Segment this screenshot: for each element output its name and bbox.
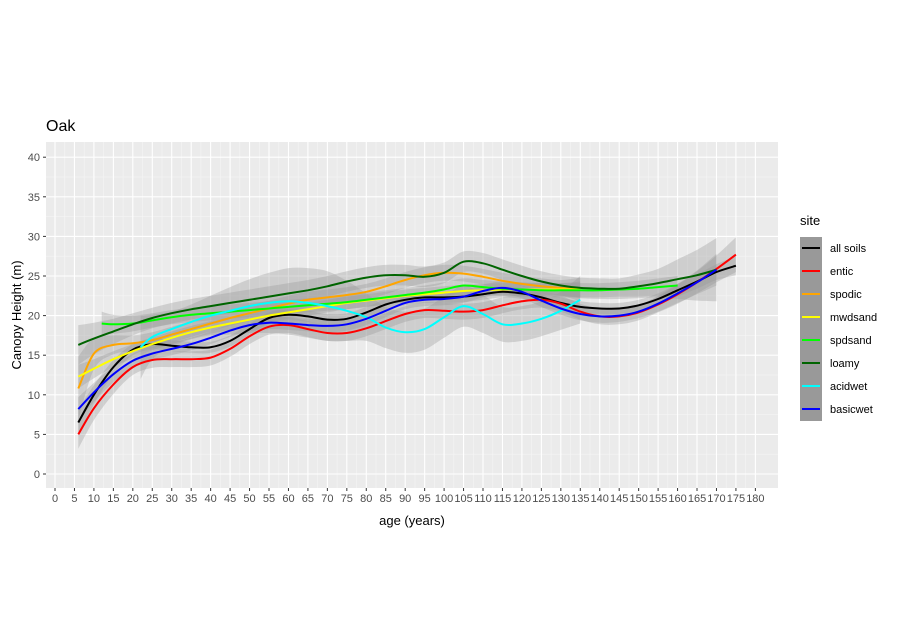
legend-label: loamy (830, 358, 860, 370)
y-tick-label: 20 (28, 311, 40, 323)
x-tick-label: 130 (552, 493, 570, 505)
y-tick-label: 35 (28, 192, 40, 204)
x-tick-label: 105 (454, 493, 472, 505)
x-tick-label: 90 (399, 493, 411, 505)
x-tick-label: 40 (205, 493, 217, 505)
x-tick-label: 45 (224, 493, 236, 505)
confidence-band-basicwet (78, 253, 717, 421)
x-axis-title: age (years) (379, 513, 445, 528)
x-tick-label: 160 (668, 493, 686, 505)
x-tick-label: 115 (494, 493, 512, 505)
legend-label: all soils (830, 243, 867, 255)
x-tick-label: 125 (532, 493, 550, 505)
x-axis: 0 5 10 15 20 25 30 35 40 45 50 55 60 65 70 75 80 85 90 95 10… (52, 488, 765, 505)
x-tick-label: 100 (435, 493, 453, 505)
confidence-band-loamy (78, 238, 717, 365)
legend-label: entic (830, 266, 854, 278)
y-tick-label: 25 (28, 271, 40, 283)
x-tick-label: 110 (474, 493, 492, 505)
x-tick-label: 120 (513, 493, 531, 505)
series-line-basicwet (77, 268, 718, 410)
series-line-acidwet (139, 298, 581, 349)
series-line-loamy (77, 260, 717, 346)
x-tick-label: 55 (263, 493, 275, 505)
x-tick-label: 5 (71, 493, 77, 505)
x-tick-label: 135 (571, 493, 589, 505)
x-tick-label: 175 (727, 493, 745, 505)
y-tick-label: 5 (34, 429, 40, 441)
x-tick-label: 10 (88, 493, 100, 505)
x-tick-label: 25 (146, 493, 158, 505)
confidence-band-spodic (78, 264, 581, 421)
series-line-spodic (77, 271, 581, 389)
legend-label: acidwet (830, 381, 867, 393)
y-tick-label: 30 (28, 231, 40, 243)
x-tick-label: 50 (243, 493, 255, 505)
x-tick-label: 75 (341, 493, 353, 505)
x-tick-label: 95 (419, 493, 431, 505)
x-tick-label: 170 (707, 493, 725, 505)
y-tick-label: 15 (28, 350, 40, 362)
y-axis-title: Canopy Height (m) (9, 260, 24, 369)
legend-title: site (800, 213, 820, 228)
legend-label: spodic (830, 289, 862, 301)
x-tick-label: 60 (282, 493, 294, 505)
legend: site all soils entic spodic mwdsand spdsand l… (800, 213, 877, 421)
legend-label: basicwet (830, 404, 873, 416)
x-tick-label: 65 (302, 493, 314, 505)
x-tick-label: 150 (629, 493, 647, 505)
confidence-band-all-soils (78, 256, 736, 436)
x-tick-label: 85 (380, 493, 392, 505)
x-tick-label: 15 (107, 493, 119, 505)
legend-label: mwdsand (830, 312, 877, 324)
series-line-spdsand (101, 284, 678, 326)
y-tick-label: 0 (34, 469, 40, 481)
x-tick-label: 0 (52, 493, 58, 505)
chart-title: Oak (46, 118, 76, 135)
x-tick-label: 70 (321, 493, 333, 505)
y-tick-label: 40 (28, 152, 40, 164)
x-tick-label: 80 (360, 493, 372, 505)
x-tick-label: 35 (185, 493, 197, 505)
x-tick-label: 180 (746, 493, 764, 505)
x-tick-label: 20 (127, 493, 139, 505)
series-lines (77, 253, 737, 435)
y-tick-label: 10 (28, 390, 40, 402)
series-line-all-soils (77, 264, 737, 423)
x-tick-label: 140 (591, 493, 609, 505)
x-tick-label: 165 (688, 493, 706, 505)
legend-label: spdsand (830, 335, 872, 347)
x-tick-label: 155 (649, 493, 667, 505)
x-tick-label: 145 (610, 493, 628, 505)
x-tick-label: 30 (166, 493, 178, 505)
y-axis: 0 5 10 15 20 25 30 35 40 (28, 152, 46, 481)
